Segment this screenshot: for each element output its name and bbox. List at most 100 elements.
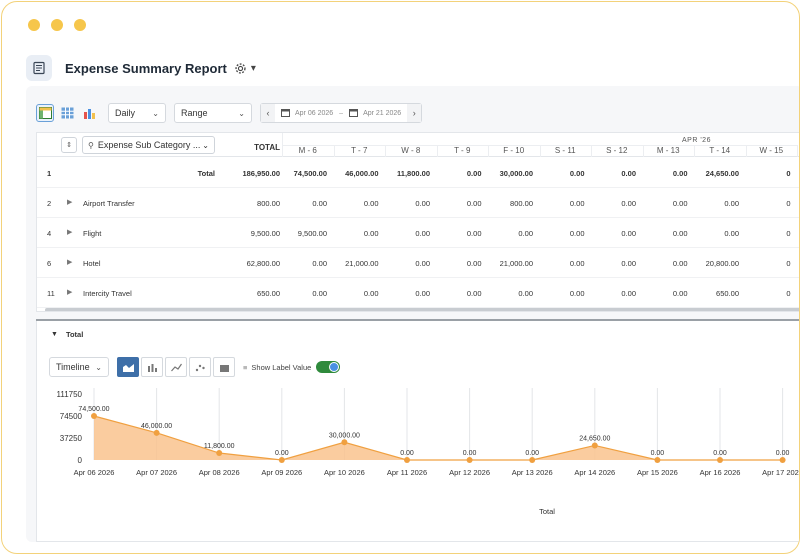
group-by-icon: ⚲ — [88, 140, 94, 150]
group-by-select[interactable]: ⚲ Expense Sub Category ... ⌄ — [82, 136, 215, 154]
data-cell: 0.00 — [621, 229, 636, 238]
data-cell: 9,500.00 — [297, 229, 327, 238]
data-cell: 0.00 — [672, 229, 688, 238]
data-point — [404, 457, 410, 463]
expand-arrow-icon[interactable]: ▶ — [67, 259, 73, 266]
day-column-header[interactable]: T - 14 — [709, 146, 731, 155]
column-divider — [488, 145, 489, 157]
window-dot-maximize[interactable] — [74, 19, 86, 31]
column-divider — [642, 145, 644, 157]
chevron-down-icon[interactable]: ▾ — [250, 62, 256, 74]
x-tick-label: Apr 07 2026 — [136, 468, 177, 477]
data-point — [529, 457, 536, 463]
collapse-triangle-icon[interactable]: ▼ — [51, 331, 58, 338]
data-label: 0.00 — [400, 450, 414, 457]
row-total-cell: 62,800.00 — [246, 259, 280, 268]
data-cell: 0.00 — [312, 259, 327, 268]
y-tick-label: 37250 — [60, 434, 83, 443]
data-label: 46,000.00 — [141, 423, 172, 430]
period-select[interactable]: Daily ⌄ — [108, 103, 166, 123]
data-label: 0.00 — [525, 450, 539, 457]
window-dot-minimize[interactable] — [51, 19, 63, 31]
day-column-header[interactable]: T - 9 — [454, 146, 471, 155]
data-cell: 0.00 — [518, 229, 533, 238]
prev-period-button[interactable]: ‹ — [261, 104, 275, 122]
total-row[interactable]: 1 Total 186,950.00 74,500.00 46,000.00 11,800… — [37, 158, 799, 188]
data-cell: 0.00 — [569, 289, 585, 298]
show-label-text: Show Label Value — [251, 362, 312, 372]
day-column-header[interactable]: W - 15 — [759, 146, 784, 155]
x-tick-label: Apr 13 2026 — [512, 468, 553, 477]
data-cell: 0.00 — [363, 229, 379, 238]
pivot-view-icon[interactable] — [36, 104, 54, 122]
chart-section-title: Total — [65, 330, 84, 339]
section-divider — [36, 319, 799, 321]
date-to[interactable]: Apr 21 2026 — [363, 109, 402, 117]
bar-chart-button[interactable] — [141, 357, 163, 377]
data-point — [591, 442, 598, 449]
day-column-header[interactable]: M - 13 — [656, 146, 680, 155]
calendar-icon[interactable] — [349, 108, 359, 119]
expand-arrow-icon[interactable]: ▶ — [67, 199, 73, 206]
range-select[interactable]: Range ⌄ — [174, 103, 252, 123]
table-view-icon[interactable] — [58, 104, 76, 122]
x-tick-label: Apr 12 2026 — [449, 468, 490, 477]
date-from[interactable]: Apr 06 2026 — [295, 109, 334, 117]
day-column-header[interactable]: F - 10 — [503, 146, 525, 155]
x-tick-label: Apr 11 2026 — [387, 468, 427, 477]
window-dot-close[interactable] — [28, 19, 40, 31]
x-tick-label: Apr 14 2026 — [574, 468, 615, 477]
data-label: 0.00 — [776, 450, 790, 457]
table-row[interactable]: 4 ▶ Flight 9,500.00 9,500.00 0.00 0.00 0.00 0.00… — [37, 218, 799, 248]
day-column-header[interactable]: M - 6 — [298, 146, 317, 155]
row-number: 4 — [47, 229, 52, 238]
data-point — [654, 457, 661, 463]
next-period-button[interactable]: › — [407, 104, 422, 122]
gear-icon[interactable] — [234, 62, 247, 75]
data-cell: 0 — [786, 199, 791, 208]
month-header: APR '26 — [682, 137, 711, 144]
table-row[interactable]: 11 ▶ Intercity Travel 650.00 0.00 0.00 0.00 0.0… — [37, 278, 799, 308]
area-chart-button[interactable] — [117, 357, 139, 377]
day-column-header[interactable]: S - 11 — [554, 146, 576, 155]
data-point — [779, 457, 786, 463]
total-column-header[interactable]: TOTAL — [254, 143, 280, 152]
column-divider — [539, 145, 541, 157]
table-row[interactable]: 6 ▶ Hotel 62,800.00 0.00 21,000.00 0.00 0.00 21,… — [37, 248, 799, 278]
expand-arrow-icon[interactable]: ▶ — [67, 289, 73, 296]
chart-view-icon[interactable] — [80, 104, 98, 122]
data-label: 11,800.00 — [204, 443, 235, 450]
scatter-chart-button[interactable] — [189, 357, 211, 377]
stacked-chart-button[interactable] — [213, 357, 235, 377]
data-point — [216, 450, 223, 457]
data-cell: 0.00 — [724, 199, 739, 208]
data-point — [278, 457, 285, 463]
expand-arrow-icon[interactable]: ▶ — [67, 229, 73, 236]
y-tick-label: 0 — [78, 456, 83, 465]
data-cell: 0.00 — [466, 289, 482, 298]
row-number: 1 — [47, 169, 52, 178]
line-chart-button[interactable] — [165, 357, 187, 377]
data-grid: ⇕ ⚲ Expense Sub Category ... ⌄ TOTAL APR… — [36, 132, 799, 312]
horizontal-scrollbar[interactable] — [45, 308, 799, 311]
calendar-icon[interactable] — [281, 108, 290, 119]
chart-section-header[interactable]: ▼ Total — [51, 330, 83, 339]
day-column-header[interactable]: W - 8 — [401, 146, 421, 155]
data-cell: 0.00 — [312, 199, 327, 208]
day-column-header[interactable]: T - 7 — [351, 146, 368, 155]
column-divider — [436, 145, 438, 157]
series-area — [94, 416, 783, 460]
sort-toggle-button[interactable]: ⇕ — [61, 137, 77, 153]
data-cell: 0.00 — [415, 289, 430, 298]
report-header: Expense Summary Report ▾ — [26, 55, 256, 81]
table-row[interactable]: 2 ▶ Airport Transfer 800.00 0.00 0.00 0.00 0.00… — [37, 188, 799, 218]
chart-view-select[interactable]: Timeline ⌄ — [49, 357, 109, 377]
data-cell: 0.00 — [672, 259, 688, 268]
row-label: Total — [197, 169, 215, 178]
show-label-toggle[interactable] — [316, 361, 341, 373]
group-by-label: Expense Sub Category ... — [97, 140, 201, 150]
day-column-header[interactable]: S - 12 — [606, 146, 628, 155]
chart-view-value: Timeline — [56, 362, 90, 372]
data-cell: 0 — [786, 229, 791, 238]
data-cell: 0.00 — [621, 289, 636, 298]
